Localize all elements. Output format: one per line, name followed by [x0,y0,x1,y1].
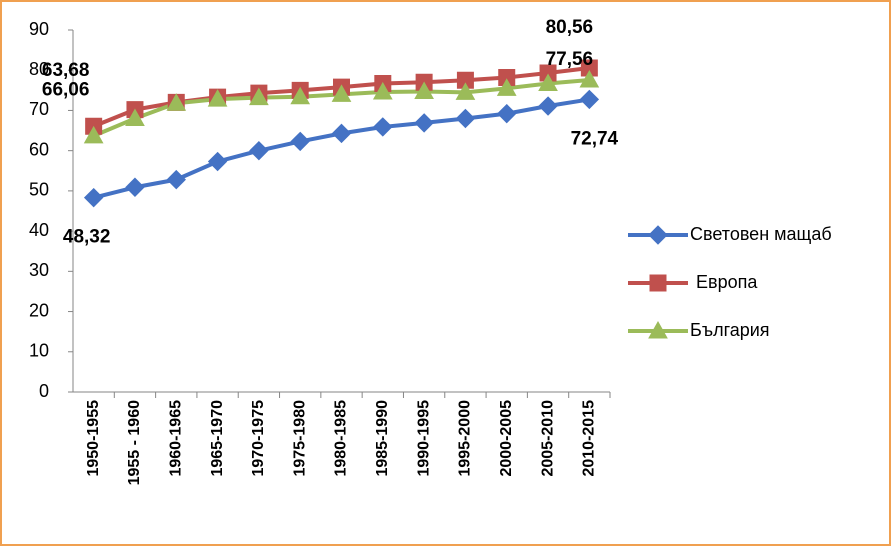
marker [290,131,310,152]
marker [249,87,269,106]
x-tick-label: 1955 - 1960 [126,400,143,486]
marker [579,89,600,110]
x-tick-label: 1965-1970 [209,400,226,477]
y-tick-label: 60 [29,139,49,159]
y-tick-label: 90 [29,19,49,39]
data-label: 77,56 [546,49,594,70]
marker [83,187,104,208]
y-tick-label: 70 [29,99,49,119]
y-tick-label: 30 [29,260,49,280]
marker [207,89,228,107]
y-tick-label: 0 [39,381,49,401]
y-tick-label: 80 [29,59,49,79]
marker [498,68,516,86]
marker [373,117,393,137]
data-label: 48,32 [63,227,111,248]
marker [331,123,352,144]
marker [455,108,476,129]
marker [539,64,557,82]
x-tick-label: 1950-1955 [85,400,102,477]
marker [497,103,517,124]
marker [648,320,668,339]
marker [83,125,104,144]
legend-label: Световен мащаб [690,224,832,244]
x-tick-label: 2000-2005 [498,400,515,477]
marker [166,169,186,190]
legend-label: България [690,320,770,340]
marker [579,70,600,88]
marker [414,81,434,100]
marker [331,84,352,102]
marker [372,81,393,100]
y-tick-label: 20 [29,300,49,320]
marker [207,151,228,172]
marker [290,86,311,105]
data-label: 66,06 [42,79,90,100]
x-tick-label: 1975-1980 [291,400,308,477]
data-label: 80,56 [546,17,594,38]
marker [538,96,558,116]
marker [580,59,598,77]
legend-item: Световен мащаб [628,224,832,245]
x-tick-label: 2010-2015 [581,400,598,477]
x-tick-label: 2005-2010 [539,400,556,477]
x-tick-label: 1990-1995 [415,400,432,477]
marker [538,73,558,91]
legend-item: Европа [628,272,758,292]
marker [125,177,145,197]
x-tick-label: 1960-1965 [167,400,184,477]
x-tick-label: 1980-1985 [333,400,350,477]
data-label: 63,68 [42,60,90,81]
marker [249,140,269,161]
data-label: 72,74 [571,128,619,149]
legend-label: Европа [696,272,758,292]
marker [649,274,667,292]
y-tick-label: 40 [29,220,49,240]
marker [166,93,187,111]
x-tick-label: 1995-2000 [457,400,474,477]
legend-item: България [628,320,770,340]
marker [125,108,145,126]
y-tick-label: 50 [29,180,49,200]
x-tick-label: 1970-1975 [250,400,267,477]
marker [496,78,517,96]
x-tick-label: 1985-1990 [374,400,391,477]
y-tick-label: 10 [29,341,49,361]
marker [455,82,476,100]
marker [648,225,668,245]
marker [414,113,434,133]
marker [456,71,474,89]
